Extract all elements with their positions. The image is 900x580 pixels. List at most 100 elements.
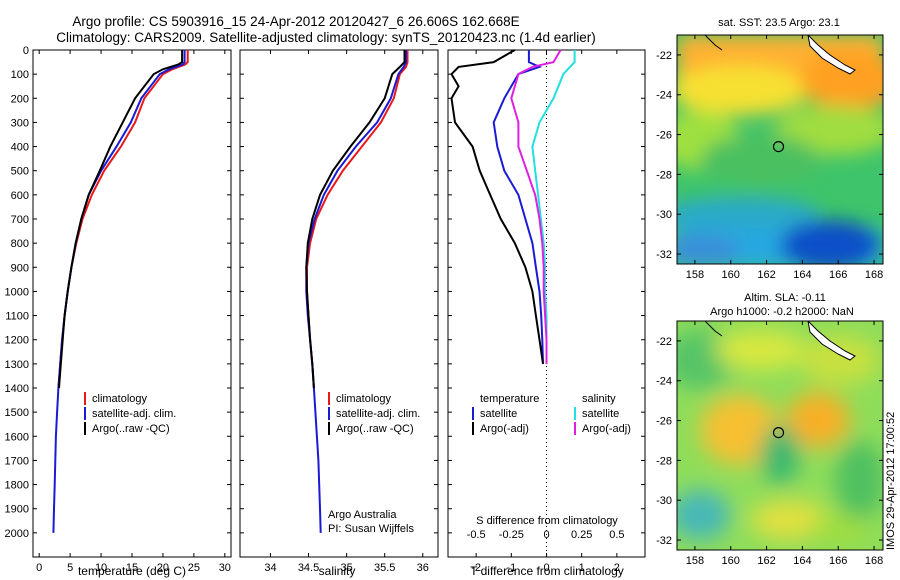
y-tick-label: 1400 <box>5 383 29 395</box>
difference-legend: temperature salinity satellite Argo(-adj… <box>472 393 631 435</box>
map-x-tick-label: 168 <box>865 269 883 281</box>
legend-salinity-heading: salinity <box>582 393 616 405</box>
sla-map-title-1: Altim. SLA: -0.11 <box>744 292 826 304</box>
x-tick-label: 5 <box>67 562 73 574</box>
salinity-legend: climatology satellite-adj. clim. Argo(..… <box>328 392 420 435</box>
temperature-axis-label: temperature (deg C) <box>78 564 186 578</box>
temperature-panel: 0100200300400500600700800900100011001200… <box>5 45 232 578</box>
map-x-tick-label: 168 <box>865 555 883 567</box>
map-y-tick-label: -28 <box>656 169 672 181</box>
s-tick-label: 0.25 <box>571 529 592 541</box>
map-x-tick-label: 162 <box>757 555 775 567</box>
map-y-tick-label: -30 <box>656 209 672 221</box>
sst-map-title: sat. SST: 23.5 Argo: 23.1 <box>718 17 840 29</box>
y-tick-label: 900 <box>11 262 29 274</box>
legend-satellite: satellite-adj. clim. <box>92 408 176 420</box>
temperature-legend: climatology satellite-adj. clim. Argo(..… <box>84 392 176 435</box>
y-tick-label: 400 <box>11 142 29 154</box>
legend-t-satellite: satellite <box>480 408 517 420</box>
legend-s-argo: Argo(-adj) <box>582 423 631 435</box>
y-tick-label: 1100 <box>5 311 29 323</box>
legend-satellite: satellite-adj. clim. <box>336 408 420 420</box>
x-tick-label: -2 <box>471 562 481 574</box>
map-x-tick-label: 162 <box>757 269 775 281</box>
title-line2: Climatology: CARS2009. Satellite-adjuste… <box>56 30 596 45</box>
legend-argo: Argo(..raw -QC) <box>92 423 170 435</box>
y-tick-label: 1200 <box>5 335 29 347</box>
y-tick-label: 2000 <box>5 528 29 540</box>
map-y-tick-label: -30 <box>656 495 672 507</box>
y-tick-label: 1600 <box>5 431 29 443</box>
map-x-tick-label: 166 <box>829 269 847 281</box>
legend-climatology: climatology <box>92 393 148 405</box>
map-y-tick-label: -22 <box>656 50 672 62</box>
legend-s-satellite: satellite <box>582 408 619 420</box>
s-tick-label: -0.25 <box>499 529 524 541</box>
x-tick-label: 2 <box>614 562 620 574</box>
x-tick-label: 35.5 <box>374 562 395 574</box>
map-y-tick-label: -26 <box>656 130 672 142</box>
sla-map-title-2: Argo h1000: -0.2 h2000: NaN <box>710 306 854 318</box>
x-tick-label: 15 <box>126 562 138 574</box>
x-tick-label: 30 <box>219 562 231 574</box>
x-tick-label: 0 <box>36 562 42 574</box>
credit-line2: PI: Susan Wijffels <box>328 523 414 535</box>
s-tick-label: 0.5 <box>609 529 624 541</box>
t-diff-axis-label: T difference from climatology <box>470 564 624 578</box>
x-tick-label: 35 <box>340 562 352 574</box>
map-x-tick-label: 158 <box>686 555 704 567</box>
s-diff-axis-label: S difference from climatology <box>476 515 618 527</box>
map-y-tick-label: -32 <box>656 249 672 261</box>
legend-argo: Argo(..raw -QC) <box>336 423 414 435</box>
y-tick-label: 700 <box>11 214 29 226</box>
y-tick-label: 100 <box>11 69 29 81</box>
x-tick-label: 36 <box>417 562 429 574</box>
legend-climatology: climatology <box>336 393 392 405</box>
credit-line1: Argo Australia <box>328 509 397 521</box>
y-tick-label: 200 <box>11 93 29 105</box>
imos-stamp: IMOS 29-Apr-2012 17:00:52 <box>885 412 897 550</box>
salinity-panel: 34 34.5 35 35.5 36 salinity climatology sate… <box>239 49 439 578</box>
y-tick-label: 1300 <box>5 359 29 371</box>
map-x-tick-label: 166 <box>829 555 847 567</box>
map-x-tick-label: 158 <box>686 269 704 281</box>
title-line1: Argo profile: CS 5903916_15 24-Apr-2012 … <box>72 14 519 29</box>
map-x-tick-label: 164 <box>793 555 811 567</box>
y-tick-label: 0 <box>23 45 29 57</box>
legend-t-argo: Argo(-adj) <box>480 423 529 435</box>
series-line-temperature-argo-adj- <box>450 49 544 365</box>
map-y-tick-label: -28 <box>656 455 672 467</box>
y-tick-label: 1700 <box>5 455 29 467</box>
series-line-salinity-satellite <box>531 50 576 364</box>
y-tick-label: 1900 <box>5 504 29 516</box>
series-line-salinity-argo-adj- <box>510 49 562 364</box>
map-y-tick-label: -26 <box>656 416 672 428</box>
y-tick-label: 600 <box>11 190 29 202</box>
x-tick-label: 0 <box>543 562 549 574</box>
series-line-argo-raw-qc- <box>58 50 184 389</box>
x-tick-label: -1 <box>506 562 516 574</box>
salinity-axis-label: salinity <box>319 564 356 578</box>
argo-float-marker <box>772 141 785 153</box>
argo-float-marker <box>772 427 785 439</box>
map-x-tick-label: 164 <box>793 269 811 281</box>
x-tick-label: 34 <box>264 562 276 574</box>
map-x-tick-label: 160 <box>722 555 740 567</box>
map-y-tick-label: -22 <box>656 336 672 348</box>
map-x-tick-label: 160 <box>722 269 740 281</box>
map-y-tick-label: -24 <box>656 90 672 102</box>
x-tick-label: 34.5 <box>298 562 319 574</box>
series-line-argo-raw-qc- <box>305 50 406 389</box>
x-tick-label: 10 <box>95 562 107 574</box>
map-y-tick-label: -24 <box>656 376 672 388</box>
x-tick-label: 25 <box>188 562 200 574</box>
sst-map: -22 -24 -26 -28 -30 -32 158 160 162 164 166 168 <box>656 34 884 281</box>
map-y-tick-label: -32 <box>656 535 672 547</box>
legend-temperature-heading: temperature <box>480 393 539 405</box>
sla-map: -22 -24 -26 -28 -30 -32 158 160 162 164 166 168 <box>656 320 884 567</box>
y-tick-label: 300 <box>11 117 29 129</box>
x-tick-label: 20 <box>157 562 169 574</box>
y-tick-label: 800 <box>11 238 29 250</box>
